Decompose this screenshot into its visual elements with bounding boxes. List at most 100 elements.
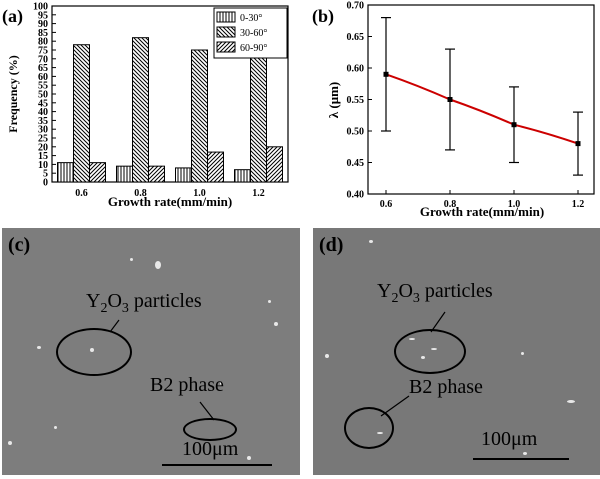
chart-b-xlabel: Growth rate(mm/min) bbox=[420, 204, 544, 219]
bar-60-90deg bbox=[89, 162, 106, 183]
chart-b: (b) 0.40 0.45 0.50 0.55 0.60 0.65 0.70 0.6 0.8 1… bbox=[312, 1, 595, 219]
y-tick-label: 40 bbox=[38, 107, 48, 118]
chart-a-legend: 0-30° 30-60° 60-90° bbox=[213, 7, 288, 59]
y-tick-label: 95 bbox=[38, 10, 48, 21]
bar-30-60deg bbox=[250, 53, 267, 183]
y-tick-label: 35 bbox=[38, 116, 48, 127]
particle-speck bbox=[369, 240, 373, 243]
charts-area: (a) 051015202530354045505560657075808590… bbox=[2, 1, 595, 219]
y-tick-label: 100 bbox=[33, 2, 48, 13]
x-tick-label: 1.2 bbox=[252, 188, 265, 199]
x-tick-label: 0.8 bbox=[134, 188, 147, 199]
y-tick-label: 45 bbox=[38, 98, 48, 109]
panel-d-particles-label: Y2O3 particles bbox=[377, 280, 493, 306]
sem-image-d: (d) Y2O3 particles B2 phase 100μm bbox=[313, 228, 600, 475]
bar-0-30deg bbox=[234, 169, 251, 183]
legend-swatch bbox=[216, 11, 236, 23]
y-tick-label: 0.45 bbox=[347, 158, 365, 169]
panel-b-label: (b) bbox=[312, 6, 334, 27]
chart-b-ylabel: λ (μm) bbox=[326, 82, 341, 119]
sem-image-c: (c) Y2O3 particles B2 phase 100μm bbox=[2, 228, 300, 475]
x-tick-label: 1.0 bbox=[508, 199, 521, 210]
chart-a-ylabel: Frequency (%) bbox=[6, 55, 20, 132]
bar-0-30deg bbox=[116, 165, 133, 183]
y-tick-label: 25 bbox=[38, 134, 48, 145]
bar-60-90deg bbox=[148, 165, 165, 183]
particle-speck bbox=[37, 346, 41, 349]
panel-d-scale-label: 100μm bbox=[481, 428, 538, 450]
bar-30-60deg bbox=[132, 37, 149, 183]
y-tick-label: 0.60 bbox=[347, 64, 365, 75]
x-tick-label: 1.2 bbox=[572, 199, 585, 210]
y-tick-label: 0.55 bbox=[347, 95, 365, 106]
y-tick-label: 15 bbox=[38, 151, 48, 162]
legend-swatch bbox=[216, 26, 236, 38]
y-tick-label: 80 bbox=[38, 37, 48, 48]
particle-speck bbox=[567, 400, 575, 403]
bar-30-60deg bbox=[73, 44, 90, 183]
particle-speck bbox=[523, 452, 527, 455]
particle-speck bbox=[130, 258, 133, 261]
panel-d-scale-bar bbox=[473, 458, 569, 460]
y-tick-label: 50 bbox=[38, 90, 48, 101]
x-tick-label: 0.6 bbox=[380, 199, 393, 210]
y-tick-label: 85 bbox=[38, 28, 48, 39]
panel-a-label: (a) bbox=[2, 6, 23, 27]
particle-speck bbox=[274, 322, 278, 326]
bar-0-30deg bbox=[175, 167, 192, 183]
x-tick-label: 0.6 bbox=[75, 188, 88, 199]
panel-d-b2-label: B2 phase bbox=[409, 376, 483, 398]
legend-label: 60-90° bbox=[240, 43, 267, 54]
y-tick-label: 65 bbox=[38, 63, 48, 74]
chart-a-xlabel: Growth rate(mm/min) bbox=[108, 194, 232, 209]
y-tick-label: 20 bbox=[38, 142, 48, 153]
bar-30-60deg bbox=[191, 49, 208, 183]
y-tick-label: 70 bbox=[38, 54, 48, 65]
y-tick-label: 0.65 bbox=[347, 32, 365, 43]
y-tick-label: 0.50 bbox=[347, 127, 365, 138]
panel-c-scale-bar bbox=[162, 464, 272, 466]
y-tick-label: 0.70 bbox=[347, 1, 365, 12]
particle-speck bbox=[268, 300, 271, 303]
data-point bbox=[447, 97, 453, 102]
panel-c-particles-ring bbox=[56, 328, 132, 376]
y-tick-label: 75 bbox=[38, 46, 48, 57]
particle-speck bbox=[247, 456, 251, 460]
particle-speck bbox=[54, 426, 57, 429]
panel-c-particles-label: Y2O3 particles bbox=[86, 290, 202, 316]
particle-speck bbox=[155, 261, 161, 269]
y-tick-label: 0 bbox=[43, 178, 48, 189]
y-tick-label: 0.40 bbox=[347, 190, 365, 201]
legend-label: 30-60° bbox=[240, 28, 267, 39]
y-tick-label: 10 bbox=[38, 160, 48, 171]
legend-swatch bbox=[216, 41, 236, 53]
y-tick-label: 60 bbox=[38, 72, 48, 83]
x-tick-label: 1.0 bbox=[193, 188, 206, 199]
y-tick-label: 30 bbox=[38, 125, 48, 136]
particle-speck bbox=[220, 382, 223, 385]
data-point bbox=[511, 122, 517, 128]
bar-60-90deg bbox=[207, 151, 224, 183]
y-tick-label: 5 bbox=[43, 169, 48, 180]
bar-60-90deg bbox=[266, 146, 283, 183]
data-point bbox=[575, 141, 581, 147]
chart-a: (a) 051015202530354045505560657075808590… bbox=[2, 2, 289, 209]
particle-speck bbox=[521, 352, 524, 355]
panel-c-b2-label: B2 phase bbox=[150, 374, 224, 396]
panel-d-label: (d) bbox=[319, 234, 344, 256]
panel-c-label: (c) bbox=[8, 234, 31, 256]
chart-b-frame bbox=[367, 4, 595, 195]
particle-speck bbox=[8, 441, 12, 445]
y-tick-label: 90 bbox=[38, 19, 48, 30]
panel-c-b2-ring bbox=[183, 418, 237, 441]
chart-b-series-line bbox=[385, 73, 579, 145]
bar-0-30deg bbox=[57, 162, 74, 183]
legend-label: 0-30° bbox=[240, 13, 262, 24]
panel-c-scale-label: 100μm bbox=[182, 438, 239, 460]
panel-d-particles-ring bbox=[394, 329, 466, 374]
panel-c-leaders bbox=[109, 319, 215, 421]
data-point bbox=[383, 71, 389, 77]
particle-speck bbox=[325, 354, 329, 358]
x-tick-label: 0.8 bbox=[444, 199, 457, 210]
y-tick-label: 55 bbox=[38, 81, 48, 92]
